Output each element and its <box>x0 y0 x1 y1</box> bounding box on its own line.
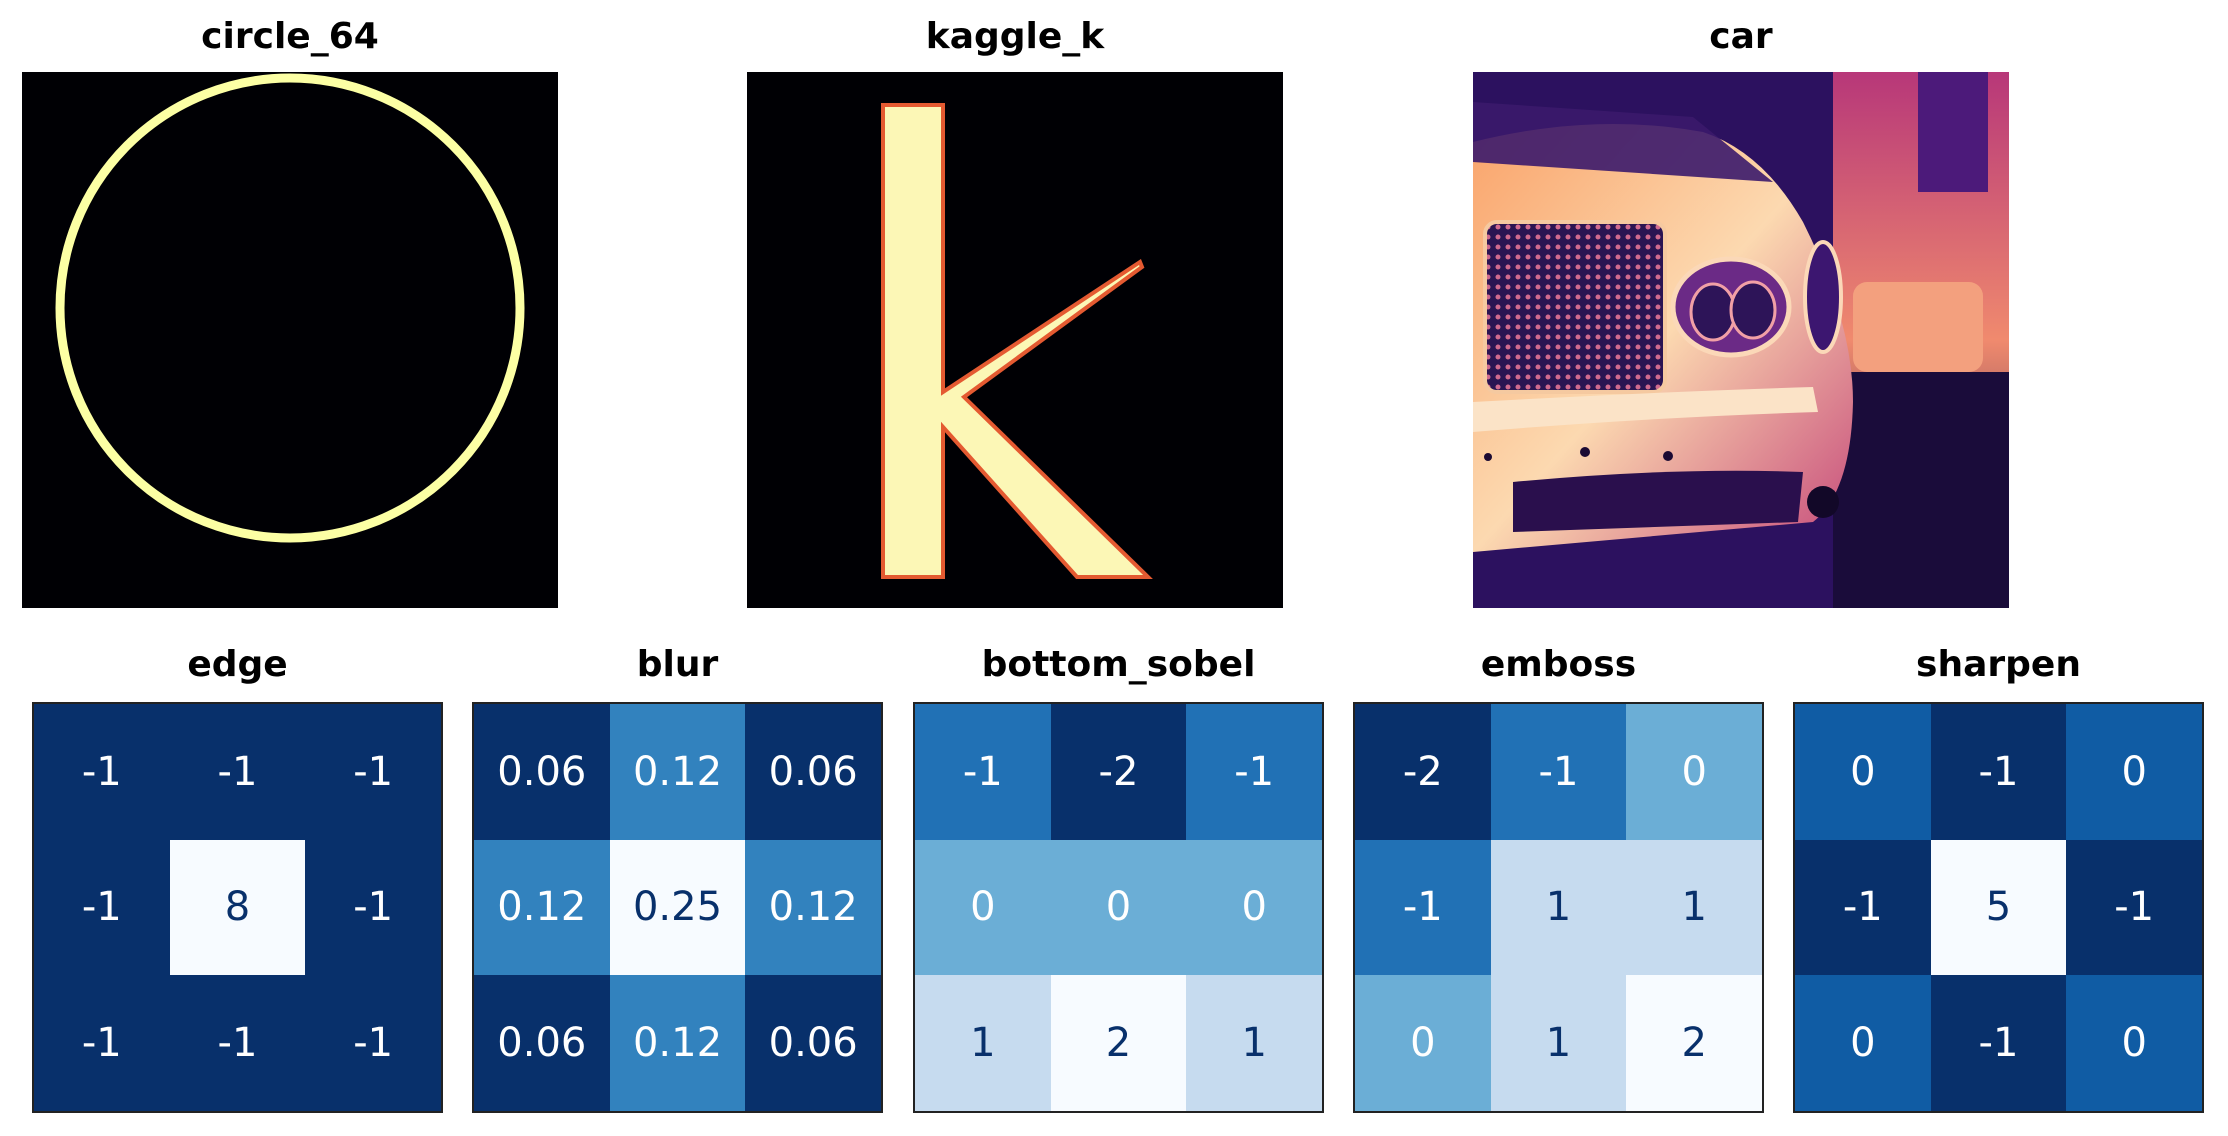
kernel-cell: -2 <box>1050 704 1187 840</box>
kaggle-k-image <box>747 72 1283 608</box>
kernel-panel-sharpen: sharpen 0 -1 0 -1 5 -1 0 -1 0 <box>1793 630 2204 1130</box>
kernel-grid: 0.06 0.12 0.06 0.12 0.25 0.12 0.06 0.12 0.06 <box>472 702 883 1113</box>
kernel-cell: -2 <box>1355 704 1491 840</box>
kernel-cell: -1 <box>2066 839 2202 976</box>
car-image <box>1473 72 2009 608</box>
kernel-cell: 0 <box>2066 704 2202 840</box>
kernel-cell: 0.12 <box>745 839 881 976</box>
kernel-cell: 1 <box>915 975 1051 1111</box>
kernel-panel-emboss: emboss -2 -1 0 -1 1 1 0 1 2 <box>1353 630 1764 1130</box>
kernel-cell: 0.12 <box>609 704 746 840</box>
kernel-cell: 0 <box>1795 704 1931 840</box>
letter-k-shape <box>881 103 1153 579</box>
kernel-cell: -1 <box>1490 704 1627 840</box>
kernel-panel-bottom-sobel: bottom_sobel -1 -2 -1 0 0 0 1 2 1 <box>913 630 1324 1130</box>
kernel-cell: -1 <box>34 839 170 976</box>
kernel-cell: 0 <box>2066 975 2202 1111</box>
kernel-panel-edge: edge -1 -1 -1 -1 8 -1 -1 -1 -1 <box>32 630 443 1130</box>
kernel-cell: 0.06 <box>745 975 881 1111</box>
kernel-cell: 0.06 <box>474 975 610 1111</box>
kernel-grid: -1 -2 -1 0 0 0 1 2 1 <box>913 702 1324 1113</box>
kernel-cell: 0.06 <box>745 704 881 840</box>
kernel-grid: -1 -1 -1 -1 8 -1 -1 -1 -1 <box>32 702 443 1113</box>
kernel-cell: 1 <box>1626 839 1762 976</box>
kernel-cell: 0 <box>1795 975 1931 1111</box>
image-panel-car: car <box>1473 0 2009 612</box>
kernel-cell: -1 <box>1355 839 1491 976</box>
kernel-cell: 8 <box>169 839 306 976</box>
kernel-cell: -1 <box>1186 704 1322 840</box>
kernel-cell: 0.12 <box>609 975 746 1111</box>
kernel-cell: -1 <box>1930 704 2067 840</box>
kernel-grid: -2 -1 0 -1 1 1 0 1 2 <box>1353 702 1764 1113</box>
car-grille <box>1483 220 1667 394</box>
kernel-cell: 1 <box>1490 839 1627 976</box>
image-panel-circle: circle_64 <box>22 0 558 612</box>
kernel-cell: 0.25 <box>609 839 746 976</box>
kernel-cell: 0 <box>1186 839 1322 976</box>
panel-title: kaggle_k <box>925 16 1105 57</box>
panel-title: car <box>1709 16 1773 57</box>
kernel-cell: -1 <box>305 704 441 840</box>
kernel-cell: 5 <box>1930 839 2067 976</box>
panel-title: circle_64 <box>201 16 379 57</box>
kernel-cell: -1 <box>34 975 170 1111</box>
kernel-cell: 0 <box>915 839 1051 976</box>
kernel-cell: 0.06 <box>474 704 610 840</box>
circle-ring <box>55 73 525 543</box>
panel-title: blur <box>636 644 719 685</box>
kernel-cell: -1 <box>1795 839 1931 976</box>
kernel-cell: 0 <box>1050 839 1187 976</box>
kernel-cell: 2 <box>1626 975 1762 1111</box>
kernel-cell: -1 <box>169 975 306 1111</box>
panel-title: bottom_sobel <box>981 644 1256 685</box>
panel-title: emboss <box>1480 644 1637 685</box>
kernel-panel-blur: blur 0.06 0.12 0.06 0.12 0.25 0.12 0.06 0.12 0.0… <box>472 630 883 1130</box>
image-panel-kaggle-k: kaggle_k <box>747 0 1283 612</box>
kernel-cell: 0.12 <box>474 839 610 976</box>
panel-title: sharpen <box>1916 644 2081 685</box>
kernel-cell: 0 <box>1355 975 1491 1111</box>
kernel-cell: 1 <box>1186 975 1322 1111</box>
panel-title: edge <box>187 644 288 685</box>
kernel-cell: -1 <box>915 704 1051 840</box>
kernel-cell: -1 <box>305 975 441 1111</box>
kernel-cell: 0 <box>1626 704 1762 840</box>
kernel-cell: -1 <box>305 839 441 976</box>
kernel-cell: 1 <box>1490 975 1627 1111</box>
kernel-cell: -1 <box>1930 975 2067 1111</box>
kernel-cell: -1 <box>169 704 306 840</box>
kernel-cell: -1 <box>34 704 170 840</box>
kernel-grid: 0 -1 0 -1 5 -1 0 -1 0 <box>1793 702 2204 1113</box>
kernel-cell: 2 <box>1050 975 1187 1111</box>
circle-image <box>22 72 558 608</box>
